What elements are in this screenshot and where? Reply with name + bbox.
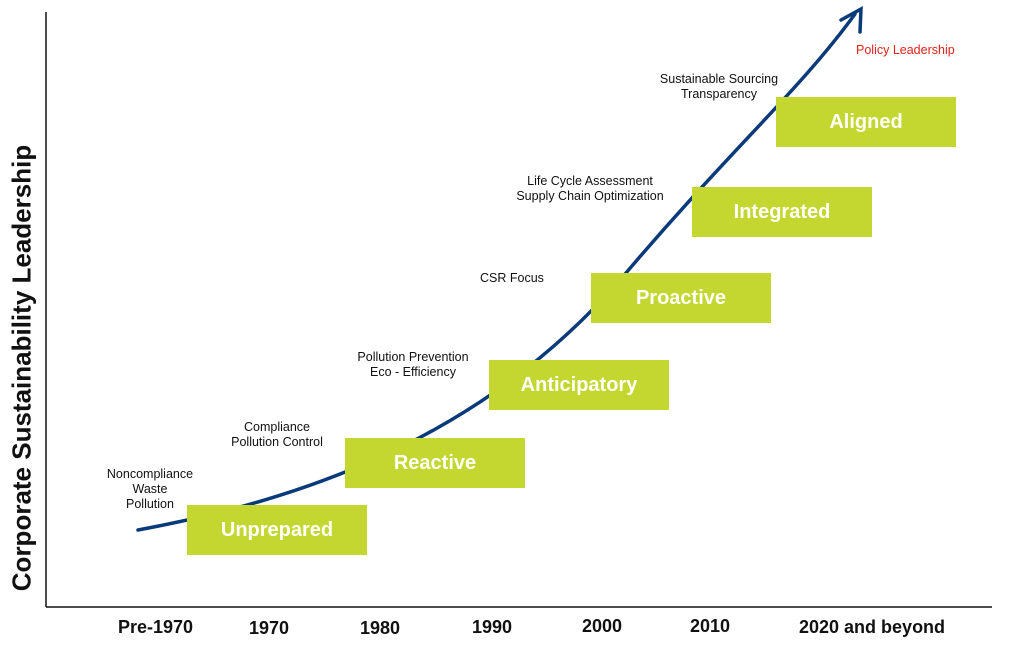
stage-reactive: Reactive [345,438,525,488]
annotation-noncompliance: Noncompliance Waste Pollution [100,467,200,512]
stage-integrated: Integrated [692,187,872,237]
annotation-pollution-prevention: Pollution Prevention Eco - Efficiency [348,350,478,380]
annotation-line: Pollution [126,497,174,511]
annotation-line: Pollution Prevention [357,350,469,364]
annotation-line: Supply Chain Optimization [516,189,664,203]
stage-proactive: Proactive [591,273,771,323]
stage-proactive-label: Proactive [635,286,727,309]
stage-integrated-label: Integrated [733,200,831,223]
annotation-line: Transparency [681,87,757,101]
growth-arrowhead [839,5,863,34]
annotation-line: Compliance [243,420,310,434]
x-tick-label: 2020 and beyond [799,617,946,637]
x-tick-label: 1970 [249,618,290,638]
annotation-line: Noncompliance [106,467,194,481]
stage-unprepared: Unprepared [187,505,367,555]
stage-unprepared-label: Unprepared [220,518,334,541]
stage-anticipatory-label: Anticipatory [520,373,638,396]
x-tick-label: Pre-1970 [118,617,194,637]
annotation-line: Waste [132,482,168,496]
annotation-sourcing: Sustainable Sourcing Transparency [648,72,790,102]
stage-reactive-label: Reactive [393,451,477,474]
annotation-compliance: Compliance Pollution Control [222,420,332,450]
x-tick-label: 1980 [360,618,401,638]
annotation-line: Eco - Efficiency [370,365,456,379]
annotation-line: Pollution Control [231,435,323,449]
x-tick-label: 2000 [582,616,623,636]
stage-anticipatory: Anticipatory [489,360,669,410]
stage-aligned: Aligned [776,97,956,147]
annotation-line: CSR Focus [480,271,544,285]
x-tick-label: 1990 [472,617,513,637]
annotation-policy-leadership: Policy Leadership [856,43,955,57]
annotation-line: Life Cycle Assessment [527,174,653,188]
stage-aligned-label: Aligned [829,110,903,133]
x-tick-label: 2010 [690,616,731,636]
annotation-line: Sustainable Sourcing [659,72,779,86]
y-axis-label-text: Corporate Sustainability Leadership [6,144,37,592]
annotation-lifecycle: Life Cycle Assessment Supply Chain Optim… [508,174,672,204]
annotation-csr: CSR Focus [480,271,544,286]
